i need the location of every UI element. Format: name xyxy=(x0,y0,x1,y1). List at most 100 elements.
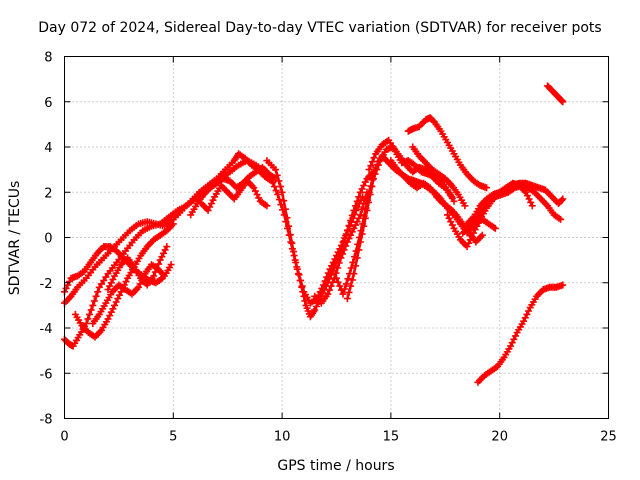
data-point xyxy=(321,277,329,285)
data-point xyxy=(86,310,93,318)
data-point xyxy=(348,276,356,284)
x-tick-label: 10 xyxy=(274,430,291,445)
y-axis-label: SDTVAR / TECUs xyxy=(7,181,23,296)
data-point xyxy=(367,162,375,170)
data-point xyxy=(295,271,303,279)
data-point xyxy=(557,215,565,223)
data-point xyxy=(87,306,95,314)
y-tick-label: 0 xyxy=(44,232,52,247)
data-point xyxy=(341,285,349,293)
data-point xyxy=(340,246,348,254)
data-point xyxy=(450,197,458,205)
data-point xyxy=(339,250,346,258)
data-point xyxy=(342,242,350,250)
data-point xyxy=(365,166,373,174)
data-point xyxy=(355,246,363,254)
x-tick-label: 15 xyxy=(383,430,400,445)
data-point xyxy=(288,245,296,253)
data-point xyxy=(347,218,355,226)
data-point xyxy=(151,268,159,276)
data-point xyxy=(90,297,98,305)
data-point xyxy=(491,224,499,232)
data-point xyxy=(324,269,332,277)
data-point xyxy=(344,275,352,283)
data-point xyxy=(287,238,295,246)
data-point xyxy=(82,320,90,327)
data-point xyxy=(280,211,288,219)
data-point xyxy=(275,196,283,204)
data-point xyxy=(559,281,567,289)
y-tick-label: -4 xyxy=(40,322,53,337)
data-point xyxy=(337,254,345,262)
data-point xyxy=(461,202,469,210)
data-point xyxy=(528,202,536,210)
data-point xyxy=(271,183,278,191)
data-point xyxy=(346,222,354,230)
data-point xyxy=(365,198,373,206)
data-point xyxy=(267,175,275,183)
data-point xyxy=(323,273,331,281)
data-point xyxy=(363,206,371,214)
data-point xyxy=(335,259,343,267)
data-point xyxy=(324,290,332,298)
data-point xyxy=(275,177,283,185)
data-point xyxy=(371,170,379,178)
y-tick-label: 6 xyxy=(44,96,52,111)
axis-ticks: 0 5 10 15 20 25 -8 -6 -4 -2 0 2 4 6 8 xyxy=(40,51,617,445)
y-tick-label: 2 xyxy=(44,186,52,201)
data-point xyxy=(353,254,361,262)
data-point xyxy=(327,282,335,290)
data-point xyxy=(292,258,300,266)
data-point xyxy=(293,265,301,273)
data-point xyxy=(297,277,305,284)
data-point xyxy=(274,191,282,198)
data-point xyxy=(333,274,340,282)
data-point xyxy=(277,201,285,209)
chart-title: Day 072 of 2024, Sidereal Day-to-day VTE… xyxy=(38,20,601,36)
data-point xyxy=(343,295,351,303)
data-point xyxy=(285,231,293,239)
data-point xyxy=(358,230,366,238)
data-point xyxy=(345,288,353,296)
data-point xyxy=(351,210,358,218)
data-point xyxy=(279,206,287,214)
data-point xyxy=(89,301,97,309)
data-point xyxy=(290,252,298,260)
data-point xyxy=(273,171,281,179)
data-point xyxy=(370,175,377,183)
data-point xyxy=(167,261,175,269)
data-point xyxy=(263,202,271,210)
data-point xyxy=(356,238,364,246)
grid-lines xyxy=(64,56,609,419)
data-point xyxy=(373,166,381,174)
data-point xyxy=(478,231,486,239)
data-point xyxy=(352,262,359,270)
x-tick-label: 25 xyxy=(600,430,617,445)
data-point xyxy=(280,197,288,205)
x-tick-label: 0 xyxy=(60,430,68,445)
data-point xyxy=(559,195,567,203)
data-point xyxy=(272,166,280,174)
data-point xyxy=(559,98,567,106)
data-point xyxy=(298,282,306,290)
data-point xyxy=(342,230,350,238)
data-point xyxy=(269,179,277,187)
data-point xyxy=(94,288,102,296)
data-point xyxy=(368,183,376,191)
data-point xyxy=(356,211,364,219)
data-point xyxy=(374,161,382,169)
data-point xyxy=(347,264,355,272)
data-point xyxy=(163,243,171,251)
y-tick-label: -2 xyxy=(40,277,53,292)
data-point xyxy=(336,282,344,290)
data-point xyxy=(150,272,158,280)
data-point xyxy=(284,224,291,232)
data-point xyxy=(370,154,378,162)
data-point xyxy=(278,188,286,196)
data-point xyxy=(349,214,357,222)
data-point xyxy=(361,214,369,222)
y-tick-label: 8 xyxy=(44,51,52,66)
data-point xyxy=(347,282,355,290)
data-point xyxy=(342,280,350,288)
